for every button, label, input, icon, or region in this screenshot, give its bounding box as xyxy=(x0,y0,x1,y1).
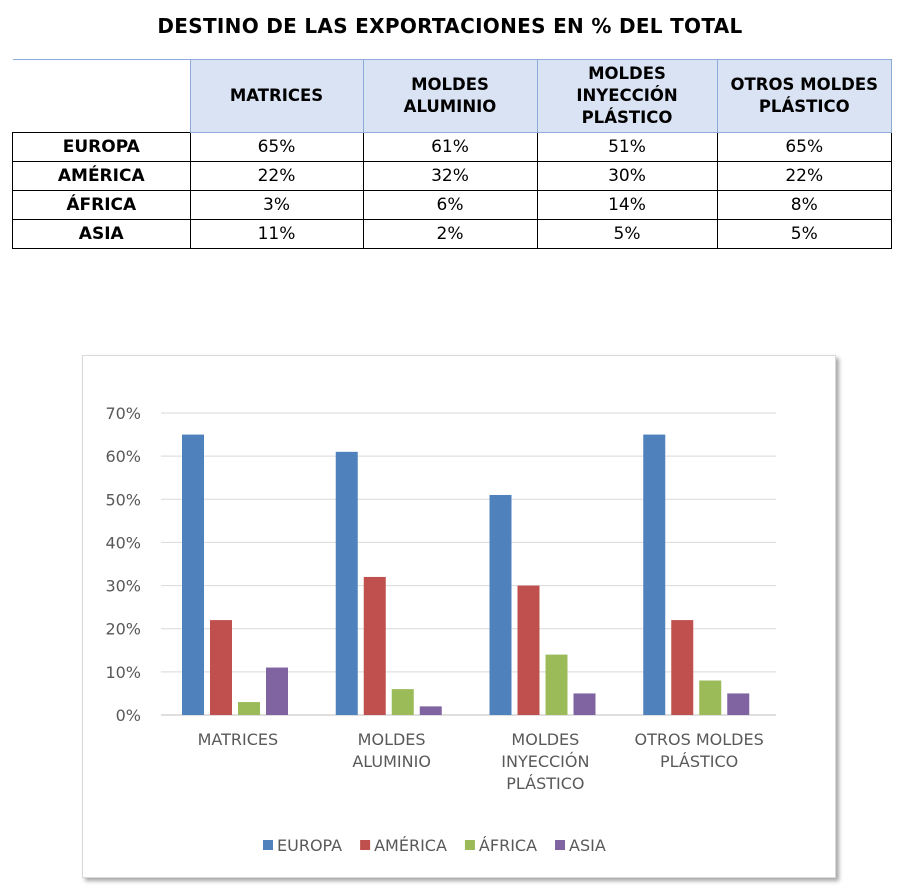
header-moldes-inyeccion: MOLDES INYECCIÓN PLÁSTICO xyxy=(536,59,718,133)
header-otros-moldes: OTROS MOLDES PLÁSTICO xyxy=(716,59,892,133)
cell: 30% xyxy=(536,161,718,191)
row-label: ASIA xyxy=(12,219,191,249)
header-moldes-aluminio: MOLDES ALUMINIO xyxy=(362,59,538,133)
y-tick-label: 60% xyxy=(105,447,141,466)
cell: 5% xyxy=(716,219,892,249)
x-tick-label: MOLDES xyxy=(358,730,426,749)
legend-swatch xyxy=(263,840,273,850)
legend-label: AMÉRICA xyxy=(374,836,447,855)
x-tick-label: INYECCIÓN xyxy=(501,752,589,771)
legend-label: EUROPA xyxy=(277,836,342,855)
bar-asia xyxy=(419,706,442,715)
bar-europa xyxy=(182,434,204,715)
cell: 8% xyxy=(716,190,892,220)
cell: 2% xyxy=(362,219,538,249)
cell: 51% xyxy=(536,132,718,162)
bar-américa xyxy=(210,620,232,715)
y-tick-label: 0% xyxy=(116,706,141,725)
x-tick-label: ALUMINIO xyxy=(352,752,431,771)
x-tick-label: MATRICES xyxy=(198,730,279,749)
cell: 22% xyxy=(716,161,892,191)
cell: 11% xyxy=(189,219,364,249)
legend-label: ÁFRICA xyxy=(479,836,537,855)
table-row: ASIA 11% 2% 5% 5% xyxy=(12,219,892,249)
cell: 32% xyxy=(362,161,538,191)
bar-américa xyxy=(517,585,540,715)
bar-áfrica xyxy=(391,689,414,715)
cell: 65% xyxy=(716,132,892,162)
bar-áfrica xyxy=(238,702,260,715)
bar-europa xyxy=(643,434,666,715)
cell: 65% xyxy=(189,132,364,162)
legend-label: ASIA xyxy=(569,836,606,855)
bar-asia xyxy=(266,667,288,715)
row-label: AMÉRICA xyxy=(12,161,191,191)
y-tick-label: 10% xyxy=(105,663,141,682)
cell: 3% xyxy=(189,190,364,220)
table-row: AMÉRICA 22% 32% 30% 22% xyxy=(12,161,892,191)
bar-áfrica xyxy=(545,654,568,715)
y-tick-label: 30% xyxy=(105,577,141,596)
legend-swatch xyxy=(464,840,475,850)
chart-svg: 0% 10% 20% 30% 40% 50% 60% 70% MATRICES MOLDES ALU… xyxy=(105,404,776,855)
table-header-row: MATRICES MOLDES ALUMINIO MOLDES INYECCIÓ… xyxy=(12,59,892,133)
table-row: EUROPA 65% 61% 51% 65% xyxy=(12,132,892,162)
header-matrices: MATRICES xyxy=(189,59,364,133)
cell: 14% xyxy=(536,190,718,220)
bar-américa xyxy=(671,620,694,715)
x-tick-label: OTROS MOLDES xyxy=(635,730,764,749)
legend-swatch xyxy=(555,840,566,850)
cell: 6% xyxy=(362,190,538,220)
exports-table: MATRICES MOLDES ALUMINIO MOLDES INYECCIÓ… xyxy=(12,59,892,249)
y-tick-label: 40% xyxy=(105,533,141,552)
bar-asia xyxy=(727,693,750,715)
cell: 22% xyxy=(189,161,364,191)
bar-américa xyxy=(363,576,386,715)
bar-áfrica xyxy=(699,680,722,715)
bar-chart: 0% 10% 20% 30% 40% 50% 60% 70% MATRICES MOLDES ALU… xyxy=(82,355,836,878)
blank-header xyxy=(12,59,190,133)
cell: 61% xyxy=(362,132,538,162)
y-tick-label: 50% xyxy=(105,490,141,509)
bar-europa xyxy=(489,494,512,715)
x-tick-label: PLÁSTICO xyxy=(660,752,738,771)
row-label: EUROPA xyxy=(12,132,191,162)
legend-swatch xyxy=(360,840,371,850)
y-tick-label: 20% xyxy=(105,620,141,639)
x-tick-label: PLÁSTICO xyxy=(506,774,584,793)
y-tick-label: 70% xyxy=(105,404,141,423)
page-title: DESTINO DE LAS EXPORTACIONES EN % DEL TO… xyxy=(157,14,743,38)
x-tick-label: MOLDES xyxy=(511,730,579,749)
bar-asia xyxy=(573,693,596,715)
bar-europa xyxy=(335,451,358,715)
table-row: ÁFRICA 3% 6% 14% 8% xyxy=(12,190,892,220)
cell: 5% xyxy=(536,219,718,249)
row-label: ÁFRICA xyxy=(12,190,191,220)
